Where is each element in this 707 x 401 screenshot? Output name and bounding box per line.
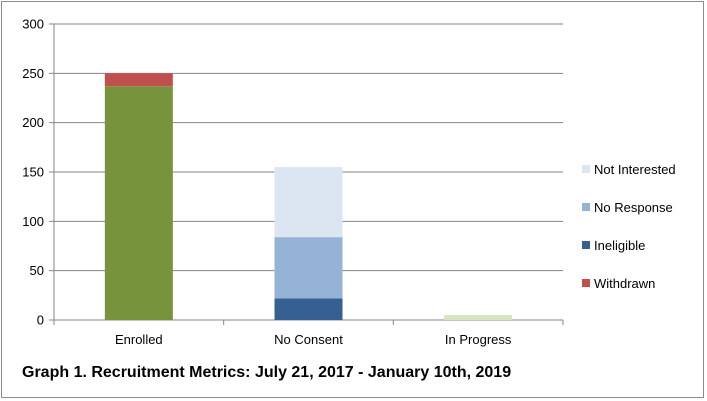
bar-segment bbox=[274, 167, 343, 238]
y-tick-label: 200 bbox=[22, 115, 44, 130]
y-tick-label: 300 bbox=[22, 17, 44, 32]
legend-swatch bbox=[582, 279, 590, 287]
legend-label: Withdrawn bbox=[594, 276, 655, 291]
legend-swatch bbox=[582, 241, 590, 249]
bar-segment bbox=[274, 298, 343, 320]
bar-segment bbox=[104, 73, 173, 87]
y-tick-label: 50 bbox=[30, 263, 44, 278]
y-tick-label: 0 bbox=[37, 313, 44, 328]
legend-label: No Response bbox=[594, 200, 673, 215]
legend-label: Not Interested bbox=[594, 162, 676, 177]
bar-segment bbox=[444, 315, 513, 320]
legend-label: Ineligible bbox=[594, 238, 645, 253]
x-category-label: No Consent bbox=[274, 332, 343, 347]
x-category-label: Enrolled bbox=[115, 332, 163, 347]
legend-swatch bbox=[582, 203, 590, 211]
legend-swatch bbox=[582, 165, 590, 173]
y-tick-label: 250 bbox=[22, 66, 44, 81]
bar-segment bbox=[104, 86, 173, 320]
y-tick-label: 100 bbox=[22, 214, 44, 229]
chart-caption: Graph 1. Recruitment Metrics: July 21, 2… bbox=[22, 364, 512, 381]
bar-segment bbox=[274, 237, 343, 299]
x-category-label: In Progress bbox=[445, 332, 512, 347]
y-tick-label: 150 bbox=[22, 165, 44, 180]
